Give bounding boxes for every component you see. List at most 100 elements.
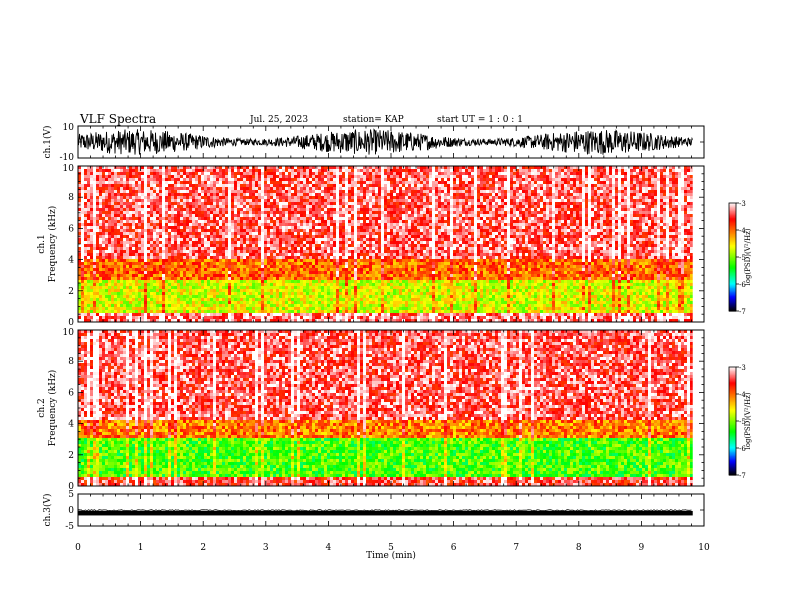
spectrogram-cell <box>300 271 303 274</box>
spectrogram-cell <box>198 241 201 244</box>
spectrogram-cell <box>342 319 345 322</box>
spectrogram-cell <box>153 238 156 241</box>
spectrogram-cell <box>252 262 255 265</box>
spectrogram-cell <box>330 277 333 280</box>
spectrogram-cell <box>141 169 144 172</box>
spectrogram-cell <box>156 226 159 229</box>
spectrogram-cell <box>174 313 177 316</box>
spectrogram-cell <box>168 289 171 292</box>
spectrogram-cell <box>162 232 165 235</box>
spectrogram-cell <box>348 274 351 277</box>
spectrogram-cell <box>285 226 288 229</box>
spectrogram-cell <box>243 319 246 322</box>
spectrogram-cell <box>348 211 351 214</box>
spectrogram-cell <box>348 262 351 265</box>
spectrogram-cell <box>183 256 186 259</box>
spectrogram-cell <box>99 268 102 271</box>
spectrogram-cell <box>333 232 336 235</box>
spectrogram-cell <box>345 286 348 289</box>
spectrogram-cell <box>141 229 144 232</box>
spectrogram-cell <box>90 244 93 247</box>
spectrogram-cell <box>330 289 333 292</box>
spectrogram-cell <box>81 229 84 232</box>
spectrogram-cell <box>195 283 198 286</box>
spectrogram-cell <box>150 241 153 244</box>
spectrogram-cell <box>249 235 252 238</box>
spectrogram-cell <box>213 283 216 286</box>
spectrogram-cell <box>201 232 204 235</box>
spectrogram-cell <box>234 319 237 322</box>
spectrogram-cell <box>282 268 285 271</box>
spectrogram-cell <box>300 256 303 259</box>
spectrogram-cell <box>192 175 195 178</box>
spectrogram-cell <box>255 286 258 289</box>
spectrogram-cell <box>174 271 177 274</box>
spectrogram-cell <box>78 307 81 310</box>
spectrogram-cell <box>141 205 144 208</box>
spectrogram-cell <box>135 232 138 235</box>
spectrogram-cell <box>81 223 84 226</box>
spectrogram-cell <box>138 277 141 280</box>
spectrogram-cell <box>120 310 123 313</box>
spectrogram-cell <box>276 211 279 214</box>
spectrogram-cell <box>324 172 327 175</box>
spectrogram-cell <box>132 193 135 196</box>
spectrogram-cell <box>207 298 210 301</box>
spectrogram-cell <box>291 217 294 220</box>
spectrogram-cell <box>333 310 336 313</box>
spectrogram-cell <box>261 184 264 187</box>
spectrogram-cell <box>246 229 249 232</box>
spectrogram-cell <box>264 202 267 205</box>
spectrogram-cell <box>81 304 84 307</box>
spectrogram-cell <box>336 286 339 289</box>
spectrogram-cell <box>312 319 315 322</box>
spectrogram-cell <box>111 319 114 322</box>
spectrogram-cell <box>171 250 174 253</box>
spectrogram-cell <box>222 220 225 223</box>
spectrogram-cell <box>105 271 108 274</box>
spectrogram-cell <box>183 265 186 268</box>
spectrogram-cell <box>168 307 171 310</box>
spectrogram-cell <box>249 196 252 199</box>
spectrogram-cell <box>246 244 249 247</box>
spectrogram-cell <box>336 214 339 217</box>
spectrogram-cell <box>198 265 201 268</box>
spectrogram-cell <box>165 304 168 307</box>
spectrogram-cell <box>168 304 171 307</box>
spectrogram-cell <box>117 265 120 268</box>
spectrogram-cell <box>228 205 231 208</box>
spectrogram-cell <box>267 268 270 271</box>
spectrogram-cell <box>351 187 354 190</box>
spectrogram-cell <box>318 256 321 259</box>
spectrogram-cell <box>288 178 291 181</box>
spectrogram-cell <box>243 184 246 187</box>
spectrogram-cell <box>240 259 243 262</box>
spectrogram-cell <box>117 166 120 169</box>
spectrogram-cell <box>156 292 159 295</box>
spectrogram-cell <box>87 253 90 256</box>
spectrogram-cell <box>147 307 150 310</box>
spectrogram-cell <box>276 256 279 259</box>
spectrogram-cell <box>351 286 354 289</box>
spectrogram-cell <box>324 283 327 286</box>
spectrogram-cell <box>105 214 108 217</box>
spectrogram-cell <box>195 190 198 193</box>
spectrogram-cell <box>336 196 339 199</box>
spectrogram-cell <box>204 211 207 214</box>
spectrogram-cell <box>159 262 162 265</box>
spectrogram-cell <box>174 307 177 310</box>
spectrogram-cell <box>108 277 111 280</box>
spectrogram-cell <box>312 187 315 190</box>
spectrogram-cell <box>129 262 132 265</box>
spectrogram-cell <box>249 277 252 280</box>
spectrogram-cell <box>339 199 342 202</box>
spectrogram-cell <box>120 250 123 253</box>
spectrogram-cell <box>237 301 240 304</box>
spectrogram-cell <box>174 298 177 301</box>
spectrogram-cell <box>174 265 177 268</box>
spectrogram-cell <box>99 166 102 169</box>
spectrogram-cell <box>228 301 231 304</box>
spectrogram-cell <box>162 235 165 238</box>
spectrogram-cell <box>129 202 132 205</box>
spectrogram-cell <box>81 178 84 181</box>
